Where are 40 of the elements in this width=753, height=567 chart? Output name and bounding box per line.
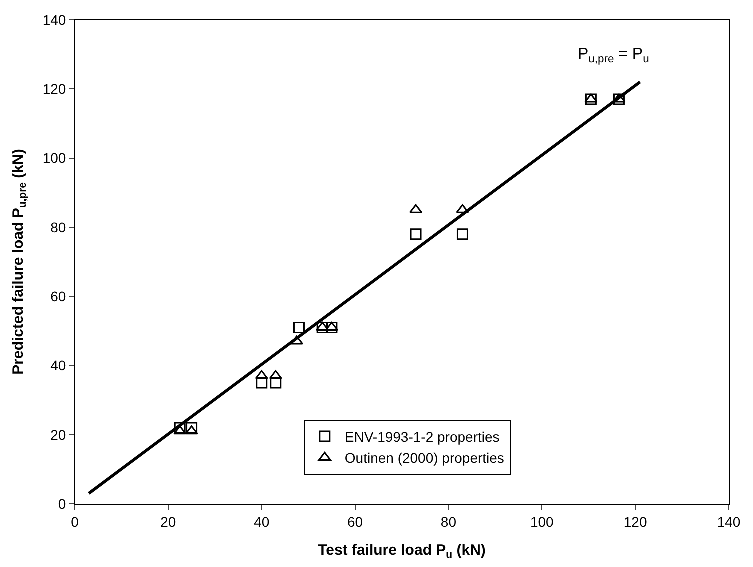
- x-tick-label: 20: [160, 514, 176, 530]
- point: [270, 377, 282, 389]
- point: [186, 422, 198, 434]
- point: [290, 336, 304, 345]
- y-tick-label: 0: [58, 496, 66, 512]
- x-tick-label: 80: [440, 514, 457, 530]
- x-tick-label: 120: [624, 514, 648, 530]
- x-tick-label: 0: [71, 514, 80, 530]
- x-tick-label: 100: [530, 514, 554, 530]
- point: [613, 94, 625, 106]
- annotation: P$_{u,pre}$ = P$_{u}$: [578, 46, 650, 66]
- point: [256, 377, 268, 389]
- x-tick-label: 60: [348, 514, 364, 530]
- x-tick-label: 40: [254, 514, 270, 530]
- point: [269, 370, 282, 380]
- point: [410, 228, 422, 240]
- point: [612, 94, 626, 103]
- y-tick-label: 140: [42, 12, 66, 28]
- point: [585, 94, 597, 106]
- point: [255, 370, 268, 380]
- point: [316, 322, 330, 331]
- point: [326, 322, 338, 334]
- point: [456, 204, 470, 214]
- y-tick-label: 60: [50, 288, 66, 304]
- x-tick-label: 140: [717, 514, 741, 530]
- point: [456, 228, 468, 240]
- y-tick-label: 100: [42, 150, 66, 166]
- point: [325, 322, 338, 331]
- point: [174, 426, 187, 435]
- point: [293, 322, 305, 334]
- y-tick-label: 80: [50, 219, 66, 236]
- legend-label: ENV-1993-1-2 properties: [344, 429, 500, 446]
- x-axis-title: Test failure load P$_{u}$ (kN): [318, 542, 486, 561]
- point: [584, 94, 598, 103]
- point: [174, 422, 186, 434]
- y-tick-label: 40: [50, 358, 66, 374]
- y-tick-label: 120: [42, 81, 66, 98]
- y-tick-label: 20: [50, 426, 66, 443]
- point: [185, 426, 198, 435]
- legend-label: Outinen (2000) properties: [344, 450, 504, 466]
